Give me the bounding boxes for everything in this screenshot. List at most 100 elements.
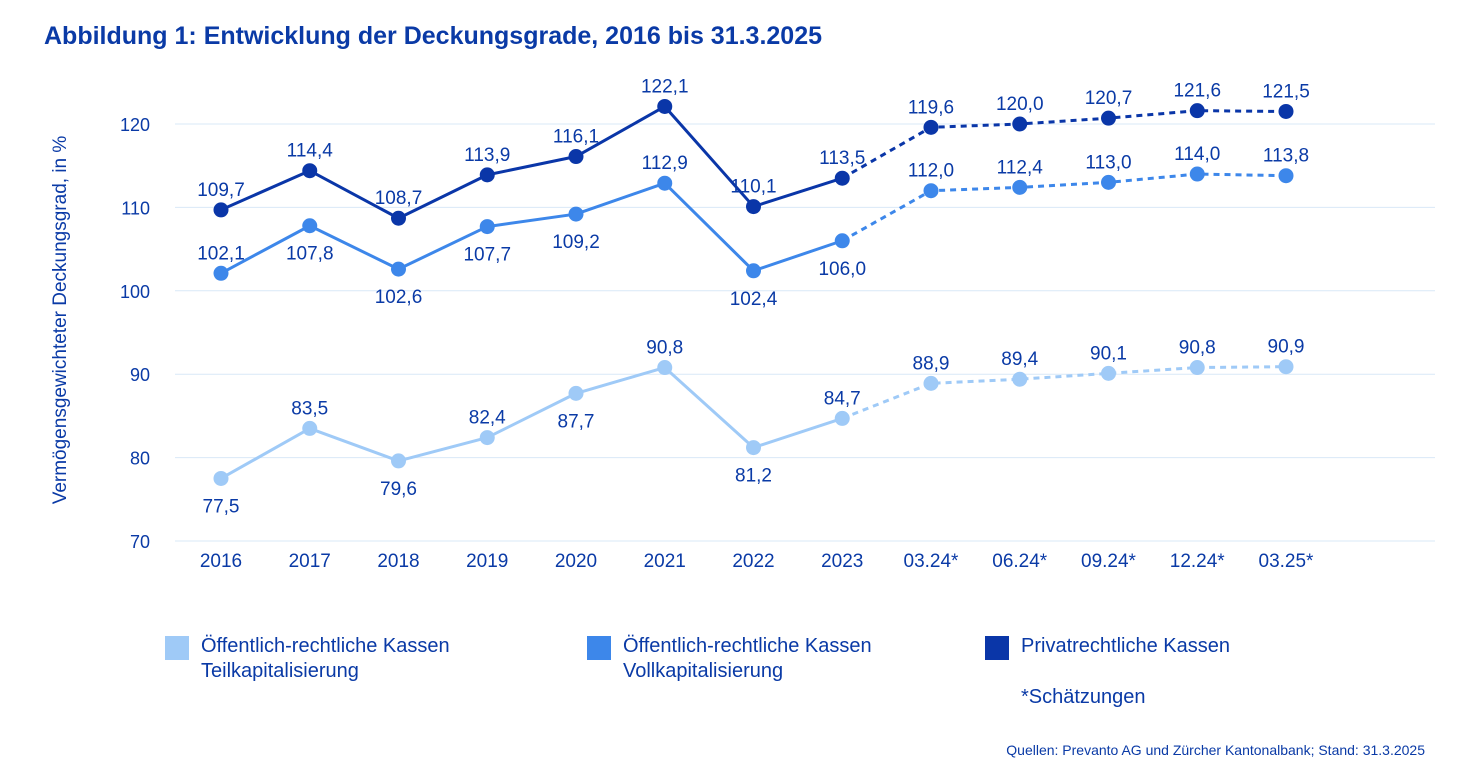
y-tick-label: 90	[130, 365, 150, 385]
data-label: 90,9	[1268, 337, 1305, 358]
y-tick-label: 120	[120, 115, 150, 135]
data-label: 119,6	[908, 97, 954, 118]
data-point	[834, 233, 850, 249]
data-point	[479, 219, 495, 235]
data-point	[568, 206, 584, 222]
data-point	[834, 170, 850, 186]
series-lines	[220, 104, 1287, 480]
data-label: 87,7	[558, 411, 595, 432]
data-point	[657, 360, 673, 376]
data-label: 81,2	[735, 466, 772, 487]
data-label: 88,9	[913, 353, 950, 374]
y-tick-label: 100	[120, 282, 150, 302]
series-line-solid	[220, 181, 843, 275]
data-label: 84,7	[824, 388, 861, 409]
data-point	[479, 167, 495, 183]
data-label: 108,7	[375, 188, 423, 209]
series-line-estimate	[841, 172, 1287, 243]
data-point	[568, 385, 584, 401]
x-tick-label: 2021	[644, 551, 686, 572]
y-axis-label: Vermögensgewichteter Deckungsgrad, in %	[50, 136, 71, 505]
legend-label: Öffentlich-rechtliche Kassen	[201, 635, 450, 657]
series-line-solid	[220, 366, 843, 480]
x-tick-label: 03.24*	[904, 551, 960, 572]
data-point	[1012, 371, 1028, 387]
data-label: 113,8	[1263, 146, 1309, 167]
data-label: 114,4	[287, 141, 334, 162]
data-label: 121,6	[1173, 81, 1221, 102]
data-label: 121,5	[1262, 81, 1310, 102]
data-point	[302, 218, 318, 234]
data-label: 110,1	[730, 177, 776, 198]
line-chart: 70 80 90 100 110 120 2016 2017 2018 2019 2020 2021…	[120, 76, 1435, 572]
legend-item-vollkapitalisierung: Öffentlich-rechtliche Kassen Vollkapital…	[587, 634, 872, 684]
data-label: 113,5	[819, 148, 865, 169]
data-label: 102,1	[197, 243, 245, 264]
data-point	[923, 119, 939, 135]
data-point	[834, 410, 850, 426]
data-label: 113,0	[1085, 152, 1131, 173]
legend-label: Privatrechtliche Kassen	[1021, 635, 1230, 657]
data-label: 107,7	[463, 245, 511, 266]
legend-label-line2: Vollkapitalisierung	[623, 660, 784, 682]
data-point	[1278, 103, 1294, 119]
data-label: 90,1	[1090, 343, 1127, 364]
data-label: 116,1	[553, 127, 599, 148]
data-label: 82,4	[469, 408, 506, 429]
data-point	[657, 175, 673, 191]
data-point	[923, 183, 939, 199]
gridlines	[175, 123, 1435, 542]
series-points	[213, 98, 1294, 486]
data-label: 102,4	[730, 289, 778, 310]
data-label: 83,5	[291, 398, 328, 419]
x-tick-label: 2022	[732, 551, 774, 572]
data-point	[1012, 116, 1028, 132]
data-point	[746, 440, 761, 456]
legend-label: Öffentlich-rechtliche Kassen	[623, 635, 872, 657]
data-label: 112,9	[642, 153, 688, 174]
data-point	[657, 98, 673, 114]
data-point	[391, 261, 406, 277]
legend-label-line2: Teilkapitalisierung	[201, 660, 359, 682]
legend-item-teilkapitalisierung: Öffentlich-rechtliche Kassen Teilkapital…	[165, 634, 450, 684]
data-label: 90,8	[646, 338, 683, 359]
data-point	[302, 163, 318, 179]
y-tick-label: 110	[121, 198, 150, 218]
chart-title: Abbildung 1: Entwicklung der Deckungsgra…	[44, 22, 823, 50]
x-tick-label: 2019	[466, 551, 508, 572]
data-point	[746, 263, 761, 279]
data-point	[302, 420, 318, 436]
x-tick-label: 12.24*	[1170, 551, 1226, 572]
data-point	[568, 149, 584, 165]
y-tick-label: 70	[130, 532, 150, 552]
data-point	[1189, 103, 1205, 119]
data-label: 109,2	[552, 232, 600, 253]
source-note: Quellen: Prevanto AG und Zürcher Kantona…	[1006, 742, 1425, 758]
data-label: 122,1	[641, 76, 689, 97]
x-tick-label: 2017	[289, 551, 331, 572]
data-label: 106,0	[818, 259, 866, 280]
data-point	[1189, 166, 1205, 182]
estimate-note: *Schätzungen	[1021, 686, 1146, 708]
data-label: 77,5	[203, 496, 240, 517]
data-point	[923, 375, 939, 391]
legend-swatch	[985, 636, 1009, 660]
legend-swatch	[587, 636, 611, 660]
data-label: 89,4	[1001, 349, 1038, 370]
data-point	[391, 210, 406, 226]
series-line-estimate	[841, 109, 1287, 180]
data-point	[1101, 365, 1116, 381]
y-axis-label-wrap: Vermögensgewichteter Deckungsgrad, in %	[46, 90, 76, 550]
data-point	[479, 430, 495, 446]
data-label: 113,9	[464, 145, 510, 166]
data-point	[746, 199, 761, 215]
legend-item-privatrechtlich: Privatrechtliche Kassen	[985, 634, 1230, 660]
series-line-solid	[220, 104, 843, 220]
data-point	[213, 202, 229, 218]
x-axis-ticks: 2016 2017 2018 2019 2020 2021 2022 2023 03.24* 06…	[200, 551, 1314, 572]
data-label: 112,0	[908, 161, 954, 182]
data-point	[1101, 110, 1116, 126]
legend-swatch	[165, 636, 189, 660]
series-line-estimate	[841, 365, 1287, 420]
y-tick-label: 80	[130, 449, 150, 469]
